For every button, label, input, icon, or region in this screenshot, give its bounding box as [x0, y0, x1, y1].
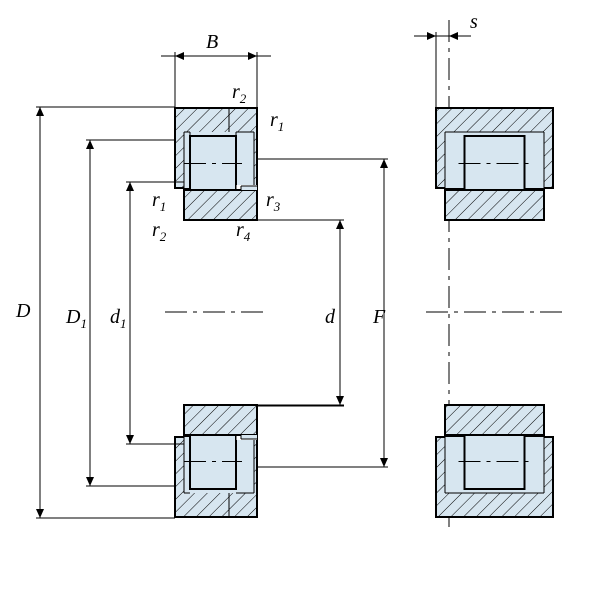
svg-text:r3: r3 — [266, 189, 281, 214]
svg-text:D: D — [15, 300, 31, 322]
svg-text:B: B — [206, 31, 218, 53]
svg-text:r1: r1 — [270, 109, 284, 134]
svg-text:D1: D1 — [65, 306, 87, 331]
svg-text:r2: r2 — [232, 81, 247, 106]
svg-text:s: s — [470, 11, 478, 33]
svg-text:r4: r4 — [236, 219, 251, 244]
svg-text:r1: r1 — [152, 189, 166, 214]
svg-text:d: d — [325, 306, 336, 328]
svg-text:F: F — [372, 306, 386, 328]
svg-text:r2: r2 — [152, 219, 167, 244]
svg-text:d1: d1 — [110, 306, 127, 331]
